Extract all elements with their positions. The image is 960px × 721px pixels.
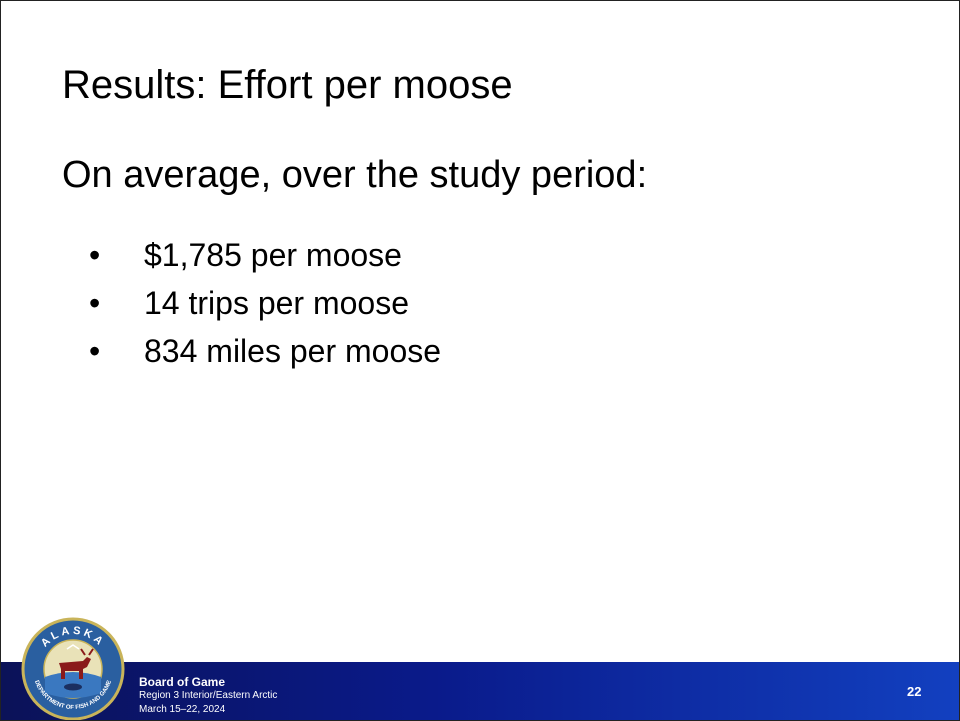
- bullet: $1,785 per moose: [1, 235, 441, 283]
- footer-dates: March 15–22, 2024: [139, 704, 226, 715]
- logo: ALASKA DEPARTMENT OF FISH AND GAME: [21, 617, 125, 720]
- bullet: 14 trips per moose: [1, 283, 441, 331]
- footer-org: Board of Game: [139, 675, 226, 689]
- bullet: 834 miles per moose: [1, 331, 441, 379]
- page-number: 22: [907, 684, 922, 699]
- bullet-list: $1,785 per moose 14 trips per moose 834 …: [1, 235, 441, 379]
- footer-meeting: Region 3 Interior/Eastern Arctic: [139, 690, 278, 701]
- slide-title: Results: Effort per moose: [62, 63, 513, 107]
- slide-subtitle: On average, over the study period:: [62, 154, 648, 196]
- footer-band: [1, 662, 959, 720]
